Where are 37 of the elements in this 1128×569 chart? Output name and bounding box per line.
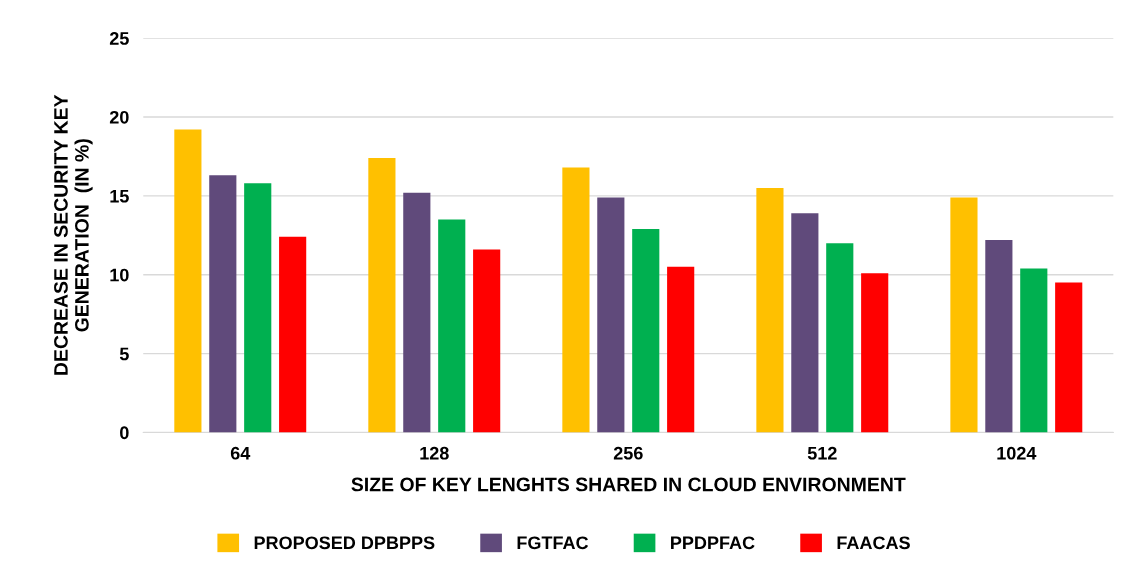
bar (597, 197, 625, 433)
bar (403, 192, 431, 433)
y-tick-label: 0 (120, 426, 129, 440)
bar (562, 167, 590, 433)
y-axis-title: DECREASE IN SECURITY KEY GENERATION (IN %) (54, 94, 93, 375)
x-tick-label: 64 (230, 446, 251, 460)
bar (1055, 282, 1083, 433)
x-tick-label: 1024 (997, 446, 1037, 460)
bar (667, 266, 695, 433)
bar (632, 228, 660, 433)
bar (473, 249, 501, 433)
bar (950, 197, 978, 433)
legend-label: FGTFAC (517, 536, 589, 550)
bar (209, 175, 237, 433)
bar (985, 240, 1013, 433)
y-tick-label: 15 (110, 189, 129, 203)
y-tick-label: 10 (110, 268, 129, 282)
legend-label: PROPOSED DPBPPS (254, 536, 435, 550)
bar (861, 273, 889, 433)
bar (174, 129, 202, 433)
x-tick-label: 512 (807, 446, 837, 460)
bar (791, 213, 819, 433)
bar (279, 236, 307, 433)
bar (368, 158, 396, 433)
x-axis-title: SIZE OF KEY LENGHTS SHARED IN CLOUD ENVIRONMENT (351, 477, 906, 492)
bar (756, 187, 784, 433)
y-tick-label: 25 (109, 32, 129, 45)
bar (438, 219, 466, 433)
bar (826, 243, 854, 433)
y-tick-label: 20 (109, 110, 129, 124)
legend-label: FAACAS (837, 536, 910, 550)
legend-label: PPDPFAC (671, 536, 755, 550)
x-tick-label: 128 (420, 446, 449, 460)
y-tick-label: 5 (119, 347, 129, 361)
bar (244, 183, 272, 433)
bar (1020, 268, 1048, 433)
x-tick-label: 256 (613, 446, 643, 460)
